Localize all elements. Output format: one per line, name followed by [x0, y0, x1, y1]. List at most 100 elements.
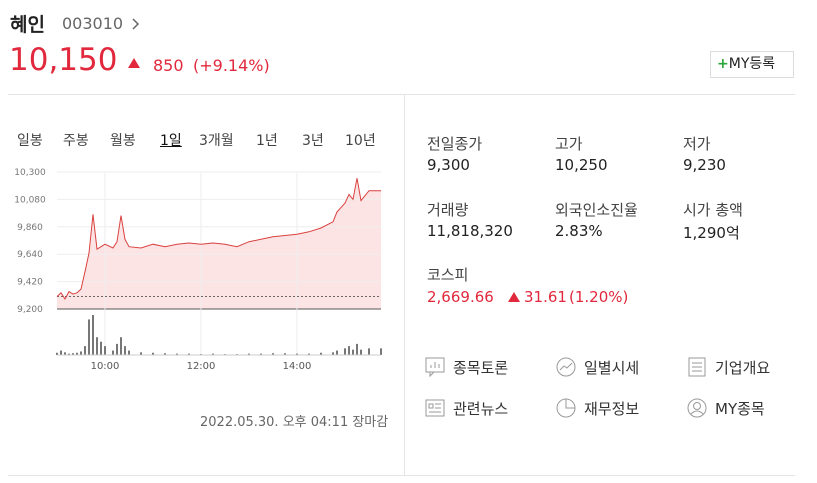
stock-code[interactable]: 003010: [62, 14, 124, 33]
chart: 9,200 9,420 9,640 9,860 10,080 10,300 10:00 12:…: [14, 168, 382, 372]
link[interactable]: 종목토론: [424, 356, 508, 378]
tab[interactable]: 1일: [160, 133, 182, 149]
divider: [8, 94, 795, 95]
volume-bar: [88, 319, 90, 355]
change: 850: [153, 56, 184, 75]
y-tick-label: 10,300: [14, 168, 46, 178]
x-tick-label: 12:00: [187, 361, 216, 372]
link[interactable]: 기업개요: [686, 356, 770, 378]
stat-label: 시가 총액: [683, 201, 743, 219]
volume-bar: [296, 353, 298, 355]
volume-bar: [188, 353, 190, 355]
volume-bar: [176, 353, 178, 355]
volume-bar: [248, 353, 250, 355]
y-tick-label: 9,200: [17, 305, 43, 315]
up-arrow: [128, 58, 140, 68]
tab[interactable]: 10년: [345, 133, 376, 149]
volume-bar: [72, 353, 74, 355]
volume-bar: [104, 346, 106, 355]
tab[interactable]: 월봉: [110, 133, 136, 149]
volume-bar: [332, 352, 334, 355]
stat-value: 10,250: [555, 156, 608, 174]
link[interactable]: 재무정보: [555, 397, 639, 419]
volume-bar: [360, 349, 362, 355]
volume-bar: [260, 353, 262, 355]
divider: [404, 95, 405, 475]
y-tick-label: 9,860: [17, 223, 43, 233]
tab[interactable]: 일봉: [17, 133, 43, 149]
link-icon: [425, 357, 445, 378]
tab[interactable]: 주봉: [63, 133, 89, 149]
link-label: MY종목: [715, 399, 765, 418]
stat-label: 고가: [555, 135, 583, 153]
volume-bar: [356, 343, 358, 355]
link-label: 종목토론: [453, 358, 509, 377]
volume-bar: [348, 346, 350, 355]
tab[interactable]: 3개월: [199, 133, 234, 149]
volume-bar: [152, 352, 154, 355]
link[interactable]: MY종목: [686, 397, 765, 419]
volume-bar: [100, 341, 102, 355]
timestamp: 2022.05.30. 오후 04:11 장마감: [200, 415, 389, 430]
link-label: 관련뉴스: [453, 399, 509, 418]
index-change: 31.61: [524, 288, 567, 306]
volume-bar: [64, 352, 66, 355]
volume-bar: [56, 352, 58, 355]
volume-bar: [128, 350, 130, 355]
index-value: 2,669.66: [427, 288, 494, 306]
stat-label: 전일종가: [427, 135, 483, 153]
volume-bar: [84, 346, 86, 355]
volume-bar: [352, 349, 354, 355]
volume-bar: [68, 353, 70, 355]
volume-bar: [320, 352, 322, 355]
volume-bar: [120, 337, 122, 355]
volume-bar: [212, 353, 214, 355]
volume-bar: [80, 351, 82, 355]
stat-value: 2.83%: [555, 222, 603, 240]
price-line: [56, 178, 381, 300]
volume-bar: [116, 343, 118, 355]
volume-bar: [140, 352, 142, 355]
x-tick-label: 14:00: [283, 361, 312, 372]
volume-bar: [284, 353, 286, 355]
stat-value: 1,290억: [683, 224, 740, 242]
volume-bar: [92, 315, 94, 355]
chevron: [132, 18, 140, 30]
my-button-label: MY등록: [728, 56, 776, 72]
up-arrow: [508, 292, 520, 302]
link-icon: [688, 357, 706, 377]
link-icon: [687, 398, 707, 418]
link-icon: [556, 398, 576, 418]
volume-bar: [380, 348, 382, 355]
stat-label: 저가: [683, 135, 711, 153]
y-tick-label: 9,640: [17, 250, 43, 260]
link-label: 일별시세: [584, 358, 640, 377]
change-pct: (+9.14%): [193, 56, 270, 75]
volume-bar: [76, 352, 78, 355]
volume-bar: [308, 353, 310, 355]
index-change-pct: (1.20%): [569, 288, 629, 306]
tab[interactable]: 1년: [256, 133, 278, 149]
volume-bar: [344, 348, 346, 355]
price: 10,150: [9, 42, 118, 78]
link-icon: [556, 357, 576, 377]
stat-value: 9,300: [427, 156, 470, 174]
stock-name: 혜인: [10, 14, 45, 36]
link[interactable]: 관련뉴스: [424, 397, 508, 419]
volume-bar: [368, 348, 370, 355]
tab[interactable]: 3년: [302, 133, 324, 149]
index-label: 코스피: [427, 266, 469, 284]
link-icon: [425, 399, 445, 417]
volume-bar: [60, 350, 62, 355]
link[interactable]: 일별시세: [555, 356, 639, 378]
volume-bar: [112, 350, 114, 355]
my-button[interactable]: +MY등록: [710, 51, 794, 78]
volume-bar: [124, 346, 126, 355]
volume-bar: [96, 337, 98, 355]
x-tick-label: 10:00: [91, 361, 120, 372]
stat-value: 9,230: [683, 156, 726, 174]
volume-bar: [272, 353, 274, 355]
stat-value: 11,818,320: [427, 222, 513, 240]
stat-label: 거래량: [427, 201, 469, 219]
